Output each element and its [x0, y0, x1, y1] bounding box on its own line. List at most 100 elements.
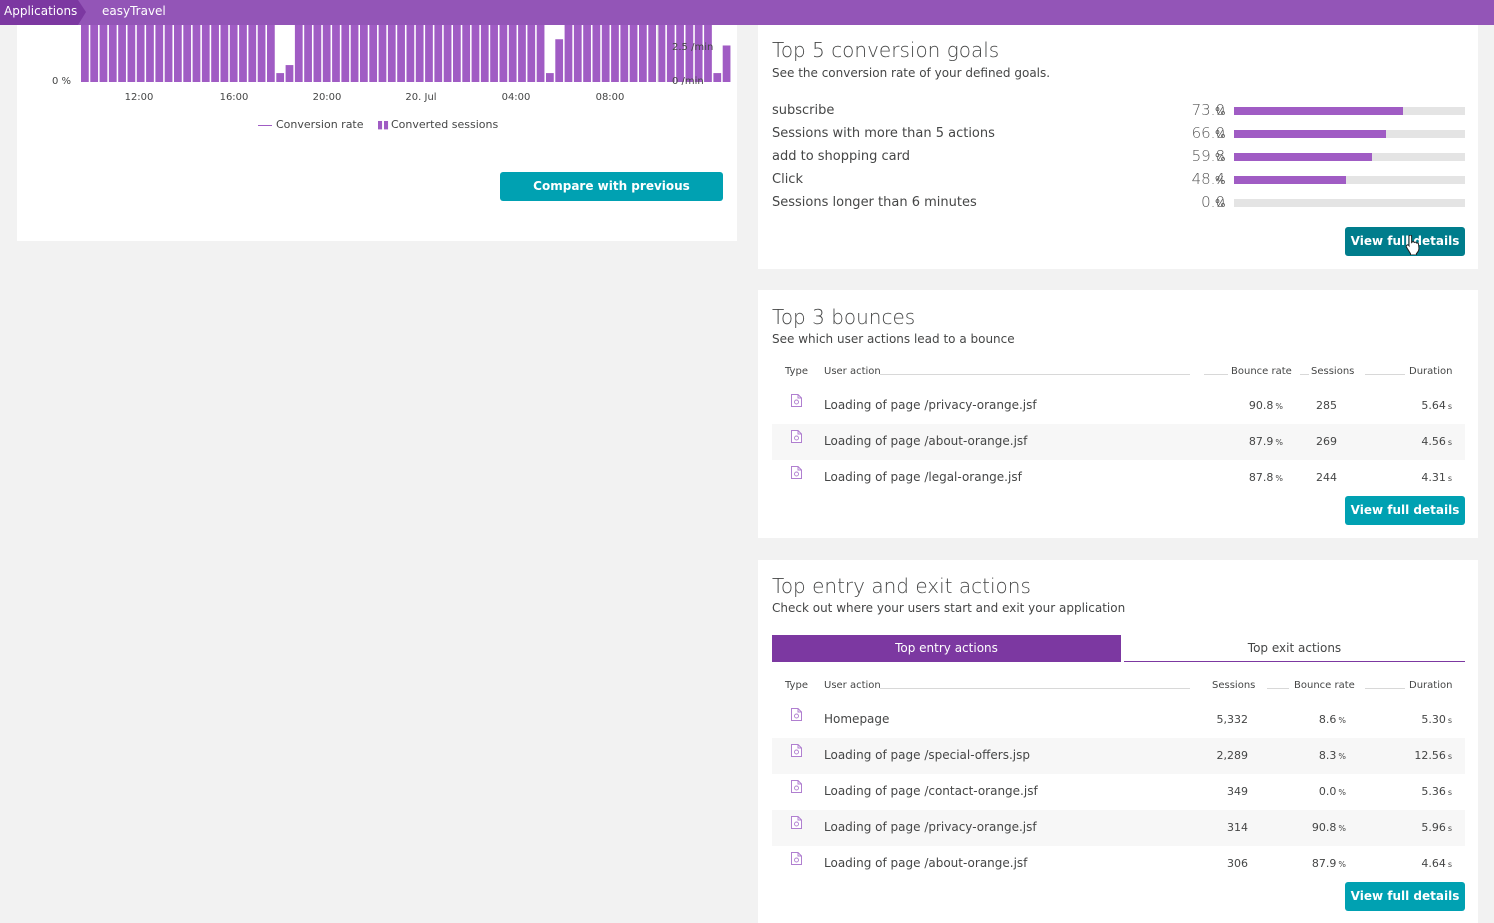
chart-bar[interactable] [369, 25, 378, 82]
chart-bar[interactable] [611, 25, 619, 82]
chart-bar[interactable] [527, 25, 536, 82]
chart-bar[interactable] [639, 25, 647, 82]
chart-bar[interactable] [722, 45, 731, 82]
chart-bar[interactable] [536, 25, 545, 82]
chart-bar[interactable] [573, 25, 582, 82]
table-row[interactable]: Loading of page /about-orange.jsf 87.9% 26… [772, 424, 1465, 460]
tab-top-exit-actions[interactable]: Top exit actions [1124, 635, 1465, 662]
user-action-name[interactable]: Loading of page /special-offers.jsp [824, 748, 1030, 762]
chart-bar[interactable] [378, 25, 387, 82]
entry-header-sessions[interactable]: Sessions [1212, 680, 1256, 691]
chart-bar[interactable] [350, 25, 359, 82]
legend-converted-sessions[interactable]: ▮▮ Converted sessions [377, 118, 498, 131]
chart-bar[interactable] [415, 25, 424, 82]
chart-bar[interactable] [285, 65, 294, 82]
bounces-header-sessions[interactable]: Sessions [1311, 366, 1355, 377]
chart-bar[interactable] [648, 25, 657, 82]
chart-bar[interactable] [211, 25, 219, 82]
chart-bar[interactable] [146, 25, 154, 82]
breadcrumb-applications[interactable]: Applications [0, 0, 86, 25]
user-action-name[interactable]: Loading of page /privacy-orange.jsf [824, 820, 1037, 834]
chart-bar[interactable] [341, 25, 350, 82]
chart-bar[interactable] [229, 25, 238, 82]
chart-bar[interactable] [453, 25, 461, 82]
chart-bar[interactable] [471, 25, 480, 82]
chart-bar[interactable] [332, 25, 340, 82]
user-action-name[interactable]: Loading of page /about-orange.jsf [824, 856, 1028, 870]
bounces-header-duration[interactable]: Duration [1409, 366, 1453, 377]
chart-bar[interactable] [294, 25, 303, 82]
chart-bar[interactable] [304, 25, 312, 82]
chart-bar[interactable] [174, 25, 182, 82]
table-row[interactable]: Loading of page /special-offers.jsp 2,289… [772, 738, 1465, 774]
chart-bar[interactable] [322, 25, 331, 82]
bounces-header-action[interactable]: User action [824, 366, 881, 377]
chart-bar[interactable] [313, 25, 322, 82]
compare-timeframe-button[interactable]: Compare with previous timeframe [500, 172, 723, 222]
legend-conversion-rate[interactable]: Conversion rate [258, 118, 364, 131]
user-action-name[interactable]: Loading of page /legal-orange.jsf [824, 470, 1022, 484]
chart-bar[interactable] [127, 25, 136, 82]
chart-bar[interactable] [81, 25, 89, 82]
chart-bar[interactable] [118, 25, 126, 82]
table-row[interactable]: Loading of page /legal-orange.jsf 87.8% 24… [772, 460, 1465, 496]
chart-bar[interactable] [99, 25, 108, 82]
chart-bar[interactable] [564, 25, 573, 82]
chart-bar[interactable] [239, 25, 247, 82]
table-row[interactable]: Loading of page /privacy-orange.jsf 90.8%… [772, 388, 1465, 424]
chart-bar[interactable] [397, 25, 405, 82]
chart-bar[interactable] [108, 25, 117, 82]
tab-top-entry-actions[interactable]: Top entry actions [772, 635, 1121, 662]
chart-bar[interactable] [90, 25, 99, 82]
conversion-chart[interactable]: 0 % 2.5 /min 0 /min 12:00 16:00 20:00 20. J… [17, 25, 737, 115]
chart-bar[interactable] [713, 73, 722, 82]
bounces-view-details-button[interactable]: View full details [1345, 496, 1465, 525]
chart-bar[interactable] [462, 25, 471, 82]
chart-bar[interactable] [183, 25, 192, 82]
chart-bar[interactable] [555, 39, 564, 82]
table-row[interactable]: Homepage 5,332 8.6% 5.30 s [772, 702, 1465, 738]
chart-bar[interactable] [601, 25, 610, 82]
chart-bar[interactable] [220, 25, 229, 82]
breadcrumb-app-name[interactable]: easyTravel [102, 4, 166, 18]
user-action-name[interactable]: Homepage [824, 712, 890, 726]
chart-bar[interactable] [387, 25, 396, 82]
chart-bar[interactable] [155, 25, 164, 82]
user-action-name[interactable]: Loading of page /contact-orange.jsf [824, 784, 1038, 798]
chart-bar[interactable] [490, 25, 498, 82]
chart-bar[interactable] [276, 73, 285, 82]
chart-bar[interactable] [434, 25, 443, 82]
table-row[interactable]: Loading of page /privacy-orange.jsf 314 90… [772, 810, 1465, 846]
chart-bar[interactable] [360, 25, 368, 82]
chart-bar[interactable] [257, 25, 266, 82]
entry-header-action[interactable]: User action [824, 680, 881, 691]
entry-header-duration[interactable]: Duration [1409, 680, 1453, 691]
chart-bar[interactable] [499, 25, 508, 82]
chart-bar[interactable] [508, 25, 517, 82]
chart-bar[interactable] [676, 25, 684, 82]
chart-bar[interactable] [267, 25, 275, 82]
chart-bar[interactable] [583, 25, 591, 82]
bounces-header-bounce-rate[interactable]: Bounce rate [1231, 366, 1292, 377]
chart-bar[interactable] [425, 25, 433, 82]
chart-bar[interactable] [136, 25, 145, 82]
chart-bar[interactable] [164, 25, 173, 82]
chart-bar[interactable] [546, 73, 554, 82]
chart-bar[interactable] [443, 25, 452, 82]
user-action-name[interactable]: Loading of page /about-orange.jsf [824, 434, 1028, 448]
entry-header-bounce-rate[interactable]: Bounce rate [1294, 680, 1355, 691]
chart-bar[interactable] [201, 25, 210, 82]
chart-bar[interactable] [620, 25, 629, 82]
table-row[interactable]: Loading of page /contact-orange.jsf 349 0.… [772, 774, 1465, 810]
chart-bar[interactable] [406, 25, 415, 82]
chart-bar[interactable] [629, 25, 638, 82]
chart-bar[interactable] [248, 25, 257, 82]
chart-bar[interactable] [192, 25, 201, 82]
table-row[interactable]: Loading of page /about-orange.jsf 306 87.9… [772, 846, 1465, 882]
chart-bar[interactable] [657, 25, 666, 82]
entry-view-details-button[interactable]: View full details [1345, 882, 1465, 911]
chart-bar[interactable] [685, 25, 694, 82]
chart-bar[interactable] [666, 25, 675, 82]
user-action-name[interactable]: Loading of page /privacy-orange.jsf [824, 398, 1037, 412]
chart-bar[interactable] [480, 25, 489, 82]
